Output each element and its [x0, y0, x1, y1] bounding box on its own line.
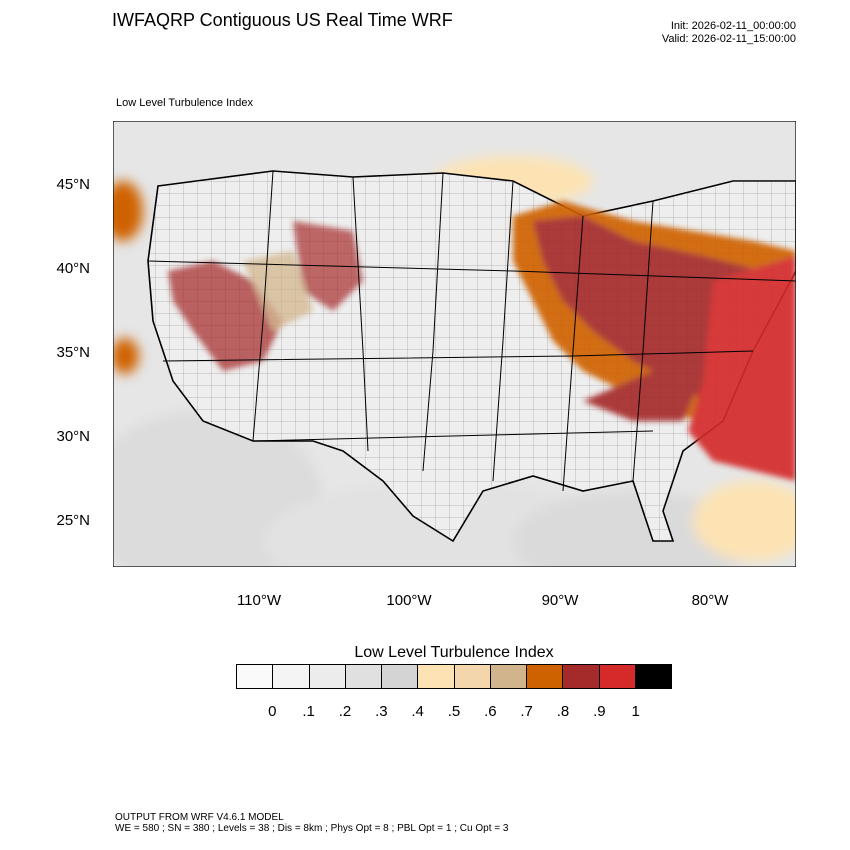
colorbar-label: .6 [484, 703, 497, 720]
colorbar [236, 664, 672, 689]
colorbar-swatch [635, 665, 671, 688]
colorbar-label: .3 [375, 703, 388, 720]
colorbar-swatch [490, 665, 527, 688]
field-name: Low Level Turbulence Index [116, 97, 253, 109]
colorbar-label: 0 [268, 703, 277, 720]
lat-label-45n: 45°N [56, 176, 90, 193]
colorbar-swatch [527, 665, 564, 688]
state-borders [147, 170, 796, 492]
colorbar-swatch [237, 665, 274, 688]
lat-label-30n: 30°N [56, 428, 90, 445]
lon-label-110w: 110°W [236, 592, 282, 609]
colorbar-swatch [345, 665, 382, 688]
lat-label-35n: 35°N [56, 344, 90, 361]
init-time: Init: 2026-02-11_00:00:00 [670, 20, 796, 32]
colorbar-label: .9 [593, 703, 606, 720]
colorbar-swatch [454, 665, 491, 688]
colorbar-swatch [599, 665, 636, 688]
colorbar-swatch [382, 665, 419, 688]
map-title: IWFAQRP Contiguous US Real Time WRF [112, 10, 453, 30]
lon-label-100w: 100°W [386, 592, 432, 609]
colorbar-swatch [273, 665, 310, 688]
colorbar-label: 1 [631, 703, 640, 720]
lat-label-25n: 25°N [56, 512, 90, 529]
colorbar-swatch [418, 665, 455, 688]
model-settings: WE = 580 ; SN = 380 ; Levels = 38 ; Dis … [115, 823, 509, 834]
turbulence-map [113, 121, 796, 567]
lat-label-40n: 40°N [56, 260, 90, 277]
colorbar-label: .4 [411, 703, 424, 720]
lon-label-80w: 80°W [691, 592, 729, 609]
colorbar-title: Low Level Turbulence Index [354, 644, 554, 661]
lon-label-90w: 90°W [541, 592, 579, 609]
colorbar-label: .1 [302, 703, 315, 720]
colorbar-label: .7 [520, 703, 533, 720]
colorbar-swatch [309, 665, 346, 688]
colorbar-label: .8 [556, 703, 570, 720]
colorbar-swatch [563, 665, 600, 688]
valid-time: Valid: 2026-02-11_15:00:00 [661, 33, 796, 45]
colorbar-label: .5 [447, 703, 461, 720]
model-info: OUTPUT FROM WRF V4.6.1 MODEL [115, 812, 284, 823]
colorbar-label: .2 [338, 703, 352, 720]
